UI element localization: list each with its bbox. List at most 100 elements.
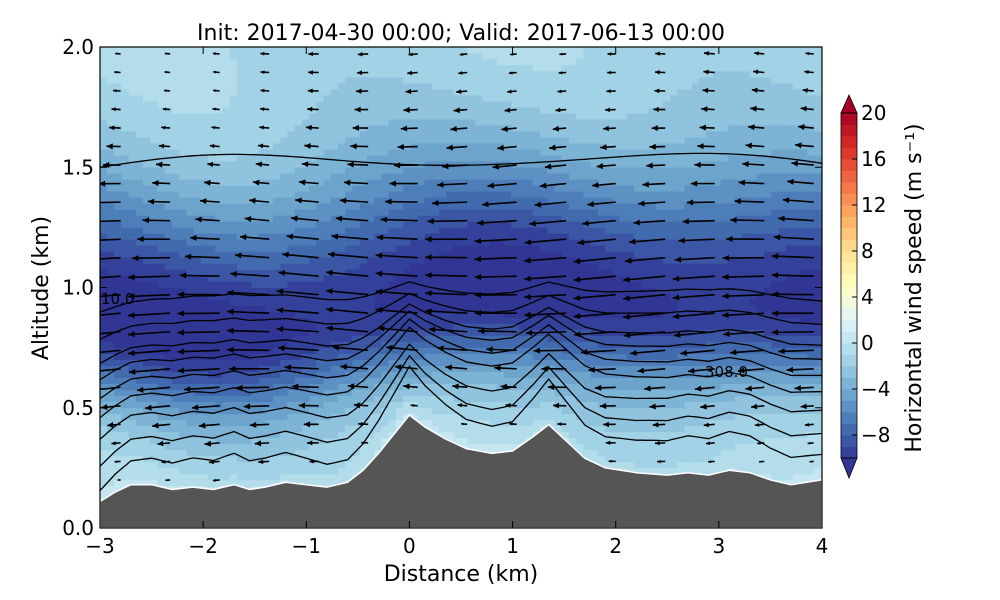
wind-speed-cell (518, 178, 527, 186)
wind-speed-cell (460, 407, 469, 415)
wind-speed-cell (244, 263, 252, 270)
wind-speed-cell (301, 455, 310, 463)
wind-speed-cell (150, 88, 159, 96)
wind-speed-cell (287, 172, 296, 180)
wind-speed-cell (410, 329, 418, 336)
wind-speed-cell (453, 58, 462, 66)
wind-speed-cell (193, 76, 202, 84)
wind-speed-cell (431, 118, 440, 126)
wind-speed-cell (518, 64, 527, 72)
wind-speed-cell (215, 130, 224, 138)
wind-speed-cell (244, 251, 252, 258)
wind-speed-cell (366, 395, 375, 403)
wind-speed-cell (265, 449, 274, 457)
wind-speed-cell (424, 227, 433, 234)
wind-speed-cell (121, 263, 130, 270)
wind-speed-cell (287, 245, 296, 252)
wind-speed-cell (446, 197, 455, 204)
wind-speed-cell (496, 64, 505, 72)
wind-speed-cell (446, 136, 455, 144)
wind-speed-cell (106, 148, 115, 156)
wind-speed-cell (330, 281, 339, 288)
wind-speed-cell (280, 64, 289, 72)
wind-speed-cell (236, 148, 245, 156)
wind-speed-cell (388, 353, 397, 360)
wind-speed-cell (395, 82, 404, 90)
wind-speed-cell (265, 455, 274, 463)
wind-speed-cell (244, 281, 252, 288)
wind-speed-cell (381, 317, 390, 324)
wind-speed-cell (381, 377, 390, 384)
wind-speed-cell (467, 311, 476, 318)
wind-speed-cell (186, 100, 195, 108)
wind-speed-cell (475, 76, 483, 84)
wind-speed-cell (417, 100, 426, 108)
wind-speed-cell (417, 413, 426, 421)
wind-speed-cell (366, 94, 375, 102)
wind-speed-cell (171, 58, 180, 66)
wind-speed-cell (179, 64, 187, 72)
wind-speed-cell (518, 112, 527, 120)
wind-speed-cell (280, 142, 289, 150)
wind-speed-cell (323, 76, 332, 84)
wind-speed-cell (359, 305, 368, 312)
wind-speed-cell (532, 76, 541, 84)
wind-speed-cell (186, 203, 195, 210)
wind-speed-cell (381, 184, 390, 192)
wind-speed-cell (352, 209, 361, 216)
wind-speed-cell (547, 371, 556, 378)
wind-speed-cell (121, 76, 130, 84)
wind-speed-cell (128, 251, 137, 258)
wind-speed-cell (323, 473, 332, 481)
wind-speed-cell (208, 70, 216, 78)
wind-speed-cell (410, 76, 418, 84)
wind-speed-cell (388, 287, 397, 294)
wind-speed-cell (540, 341, 548, 348)
wind-speed-cell (547, 401, 556, 409)
wind-speed-cell (482, 142, 491, 150)
wind-speed-cell (482, 88, 491, 96)
wind-speed-cell (453, 275, 462, 282)
wind-speed-cell (171, 124, 180, 132)
wind-speed-cell (496, 118, 505, 126)
wind-speed-cell (439, 431, 447, 439)
wind-speed-cell (460, 401, 469, 409)
wind-speed-cell (316, 142, 325, 150)
wind-speed-cell (236, 118, 245, 126)
wind-speed-cell (135, 203, 144, 210)
wind-speed-cell (446, 160, 455, 168)
wind-speed-cell (504, 209, 512, 216)
wind-speed-cell (171, 221, 180, 228)
wind-speed-cell (496, 275, 505, 282)
wind-speed-cell (496, 209, 505, 216)
wind-speed-cell (446, 178, 455, 186)
wind-speed-cell (208, 227, 216, 234)
wind-speed-cell (186, 94, 195, 102)
wind-speed-cell (496, 136, 505, 144)
wind-speed-cell (157, 52, 166, 60)
wind-speed-cell (280, 437, 289, 445)
wind-speed-cell (489, 166, 498, 174)
wind-speed-cell (330, 377, 339, 384)
wind-speed-cell (280, 329, 289, 336)
wind-speed-cell (504, 136, 512, 144)
wind-speed-cell (388, 124, 397, 132)
wind-speed-cell (540, 239, 548, 246)
wind-speed-cell (215, 305, 224, 312)
wind-speed-cell (518, 371, 527, 378)
wind-speed-cell (128, 64, 137, 72)
wind-speed-cell (381, 124, 390, 132)
wind-speed-cell (467, 329, 476, 336)
wind-speed-cell (128, 269, 137, 276)
wind-speed-cell (395, 329, 404, 336)
wind-speed-cell (388, 359, 397, 366)
wind-speed-cell (200, 287, 209, 294)
wind-speed-cell (251, 479, 260, 487)
wind-speed-cell (489, 88, 498, 96)
wind-speed-cell (309, 76, 317, 84)
wind-speed-cell (114, 136, 122, 144)
wind-speed-cell (330, 455, 339, 463)
wind-speed-cell (114, 371, 122, 378)
wind-speed-cell (272, 191, 281, 198)
wind-speed-cell (280, 467, 289, 475)
